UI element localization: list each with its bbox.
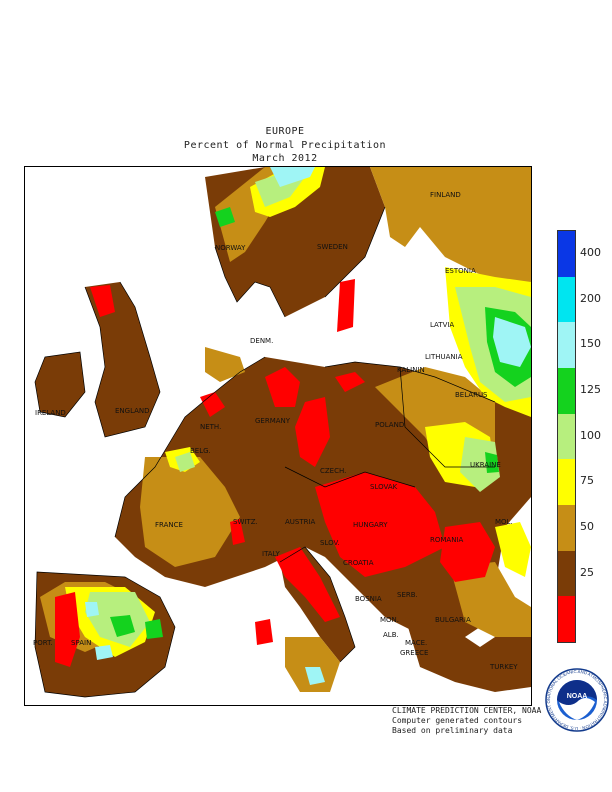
- label-estonia: ESTONIA: [445, 267, 476, 275]
- label-czech: CZECH.: [320, 467, 346, 475]
- label-port: PORT.: [33, 639, 53, 647]
- label-austria: AUSTRIA: [285, 518, 316, 526]
- label-croatia: CROATIA: [343, 559, 374, 567]
- label-ireland: IRELAND: [35, 409, 66, 417]
- country-labels: FINLAND NORWAY SWEDEN ESTONIA LATVIA LIT…: [33, 191, 518, 671]
- label-mon: MON.: [380, 616, 399, 624]
- label-denmark: DENM.: [250, 337, 273, 345]
- label-ukraine: UKRAINE: [470, 461, 501, 469]
- label-spain: SPAIN: [71, 639, 91, 647]
- cyan-zones: [85, 167, 531, 685]
- border-lines: [34, 206, 496, 698]
- label-neth: NETH.: [200, 423, 221, 431]
- label-mace: MACE.: [405, 639, 427, 647]
- label-moldova: MOL.: [495, 518, 513, 526]
- label-bosnia: BOSNIA: [355, 595, 382, 603]
- label-belg: BELG.: [190, 447, 211, 455]
- legend-swatch: [558, 550, 575, 597]
- credit-cpc: CLIMATE PREDICTION CENTER, NOAA: [392, 706, 542, 715]
- label-belarus: BELARUS: [455, 391, 488, 399]
- label-lithuania: LITHUANIA: [425, 353, 463, 361]
- map-period: March 2012: [252, 153, 318, 164]
- map-subtitle: Percent of Normal Precipitation: [183, 140, 387, 151]
- legend-swatch: [558, 322, 575, 368]
- label-kalinin: KALININ: [397, 366, 425, 374]
- legend-tick-label: 75: [580, 474, 594, 488]
- legend-tick-label: 25: [580, 565, 594, 579]
- legend-swatch: [558, 368, 575, 414]
- map-region-title: EUROPE: [265, 126, 305, 137]
- legend-swatch: [558, 276, 575, 323]
- label-romania: ROMANIA: [430, 536, 464, 544]
- label-bulgaria: BULGARIA: [435, 616, 471, 624]
- legend-tick-label: 400: [580, 245, 601, 259]
- label-greece: GREECE: [400, 649, 428, 657]
- label-poland: POLAND: [375, 421, 404, 429]
- noaa-logo-text: NOAA: [567, 693, 588, 700]
- label-italy: ITALY: [262, 550, 281, 558]
- legend-swatch: [558, 505, 575, 551]
- label-france: FRANCE: [155, 521, 183, 529]
- label-slovak: SLOVAK: [370, 483, 398, 491]
- color-legend: [557, 230, 576, 643]
- legend-swatch: [558, 596, 575, 642]
- legend-swatch: [558, 231, 575, 277]
- legend-tick-label: 100: [580, 428, 601, 442]
- label-latvia: LATVIA: [430, 321, 454, 329]
- credit-preliminary: Based on preliminary data: [392, 726, 513, 735]
- label-sweden: SWEDEN: [317, 243, 348, 251]
- label-finland: FINLAND: [430, 191, 461, 199]
- legend-tick-label: 50: [580, 519, 594, 533]
- label-alb: ALB.: [383, 631, 399, 639]
- legend-tick-label: 200: [580, 291, 601, 305]
- label-turkey: TURKEY: [489, 663, 518, 671]
- label-switz: SWITZ.: [233, 518, 258, 526]
- legend-tick-label: 150: [580, 337, 601, 351]
- red-zones: [55, 279, 495, 667]
- legend-swatch: [558, 413, 575, 460]
- label-norway: NORWAY: [215, 244, 246, 252]
- label-serb: SERB.: [397, 591, 418, 599]
- legend-swatch: [558, 459, 575, 505]
- noaa-logo: NATIONAL OCEANIC AND ATMOSPHERIC ADMINIS…: [545, 668, 609, 732]
- label-england: ENGLAND: [115, 407, 150, 415]
- label-hungary: HUNGARY: [353, 521, 388, 529]
- label-germany: GERMANY: [255, 417, 291, 425]
- label-slov: SLOV.: [320, 539, 340, 547]
- credit-contours: Computer generated contours: [392, 716, 523, 725]
- precipitation-map: FINLAND NORWAY SWEDEN ESTONIA LATVIA LIT…: [24, 166, 532, 706]
- legend-tick-label: 125: [580, 382, 601, 396]
